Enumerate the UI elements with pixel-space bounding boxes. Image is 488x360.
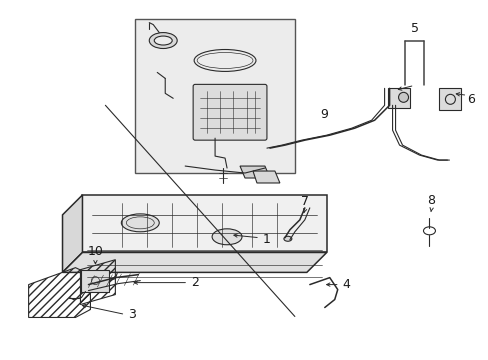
Text: 3: 3 <box>128 308 136 321</box>
Ellipse shape <box>284 236 291 241</box>
Text: 1: 1 <box>263 233 270 246</box>
Bar <box>135 19 294 173</box>
Polygon shape <box>62 252 326 273</box>
Text: 10: 10 <box>87 245 103 258</box>
Polygon shape <box>240 166 269 178</box>
Polygon shape <box>82 195 326 252</box>
Text: 4: 4 <box>342 278 350 291</box>
Ellipse shape <box>398 92 407 102</box>
Bar <box>81 270 109 292</box>
Polygon shape <box>252 171 279 183</box>
Text: 7: 7 <box>300 195 308 208</box>
Polygon shape <box>62 195 82 273</box>
Ellipse shape <box>149 32 177 49</box>
Ellipse shape <box>154 36 172 45</box>
Text: 9: 9 <box>319 108 327 121</box>
Bar <box>439 88 461 110</box>
Ellipse shape <box>121 214 159 232</box>
FancyBboxPatch shape <box>193 84 266 140</box>
Text: 8: 8 <box>427 194 435 207</box>
Bar <box>387 88 408 108</box>
Text: 6: 6 <box>467 93 474 106</box>
Text: 2: 2 <box>191 276 199 289</box>
Ellipse shape <box>212 229 242 245</box>
Text: 5: 5 <box>410 22 418 35</box>
